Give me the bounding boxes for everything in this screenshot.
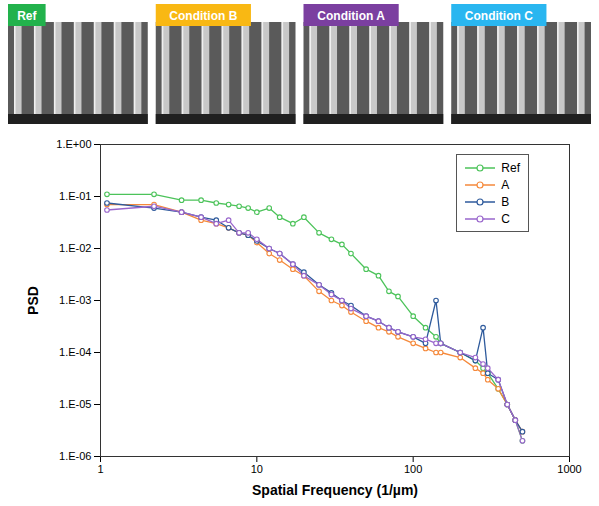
svg-text:1.E-06: 1.E-06 <box>59 450 91 462</box>
svg-text:Condition B: Condition B <box>169 9 237 23</box>
svg-text:1.E-04: 1.E-04 <box>59 346 91 358</box>
svg-text:Condition A: Condition A <box>317 9 385 23</box>
svg-text:Spatial Frequency (1/µm): Spatial Frequency (1/µm) <box>252 482 418 498</box>
svg-text:1.E+00: 1.E+00 <box>56 138 91 150</box>
svg-text:1.E-01: 1.E-01 <box>59 190 91 202</box>
html-text:A: A <box>501 177 510 192</box>
svg-text:Ref: Ref <box>17 9 37 23</box>
html-text:B: B <box>501 194 510 209</box>
html-text:Ref: Ref <box>501 160 520 175</box>
svg-text:1.E-03: 1.E-03 <box>59 294 91 306</box>
svg-text:PSD: PSD <box>25 286 41 315</box>
svg-text:Condition C: Condition C <box>465 9 533 23</box>
svg-text:1.E-05: 1.E-05 <box>59 398 91 410</box>
svg-text:100: 100 <box>404 463 422 475</box>
svg-text:10: 10 <box>251 463 263 475</box>
svg-text:1: 1 <box>97 463 103 475</box>
svg-text:1000: 1000 <box>557 463 581 475</box>
svg-text:1.E-02: 1.E-02 <box>59 242 91 254</box>
html-text:C: C <box>501 211 510 226</box>
